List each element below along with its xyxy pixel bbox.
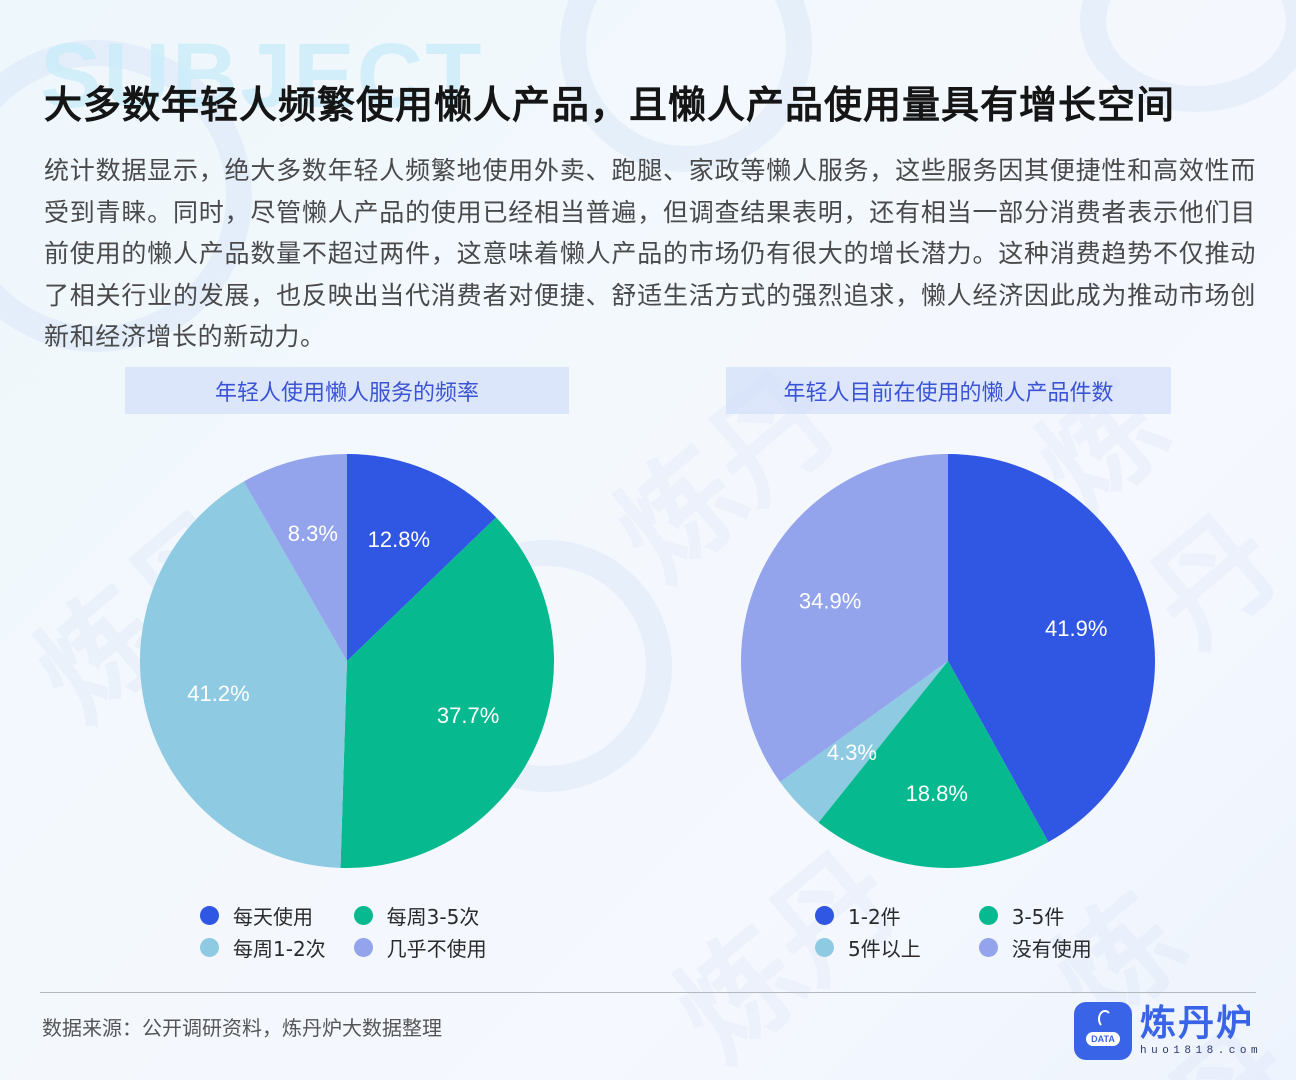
legend-label: 每天使用 <box>233 904 313 929</box>
logo-url: huo1818.com <box>1140 1044 1263 1057</box>
pie-chart-product-count: 41.9% 18.8% 4.3% 34.9% <box>741 454 1155 868</box>
legend-label: 每周1-2次 <box>233 936 326 961</box>
legend-dot-icon <box>200 937 219 957</box>
legend-item: 每天使用 <box>200 902 326 929</box>
logo-badge: DATA <box>1086 1032 1120 1046</box>
logo-name: 炼丹炉 <box>1140 1002 1255 1044</box>
footer-divider <box>40 992 1256 993</box>
chart-title-right: 年轻人目前在使用的懒人产品件数 <box>726 367 1171 414</box>
legend-right: 1-2件 3-5件 5件以上 没有使用 <box>815 902 1092 961</box>
legend-dot-icon <box>353 937 373 957</box>
legend-item: 5件以上 <box>815 934 921 961</box>
legend-dot-icon <box>978 905 998 925</box>
pie-slice <box>243 454 347 661</box>
legend-dot-icon <box>978 937 998 957</box>
chart-title-left: 年轻人使用懒人服务的频率 <box>125 367 569 414</box>
legend-item: 每周1-2次 <box>200 934 326 961</box>
legend-left: 每天使用 每周3-5次 每周1-2次 几乎不使用 <box>200 902 487 961</box>
legend-dot-icon <box>353 905 373 925</box>
legend-item: 每周3-5次 <box>353 902 487 929</box>
legend-item: 没有使用 <box>978 934 1092 961</box>
legend-dot-icon <box>815 937 834 957</box>
steam-icon <box>1098 1010 1112 1028</box>
legend-item: 3-5件 <box>978 902 1092 929</box>
pie-slice <box>818 661 1049 868</box>
legend-dot-icon <box>200 905 219 925</box>
brand-logo: DATA 炼丹炉 huo1818.com <box>1074 1002 1262 1060</box>
slice-percent-label: 4.3% <box>827 740 877 765</box>
slice-percent-label: 41.9% <box>1045 616 1107 641</box>
slice-percent-label: 34.9% <box>799 589 861 614</box>
pie-slice <box>347 454 497 661</box>
slice-percent-label: 12.8% <box>368 527 430 552</box>
slice-percent-label: 37.7% <box>437 703 499 728</box>
page-title: 大多数年轻人频繁使用懒人产品，且懒人产品使用量具有增长空间 <box>44 83 1176 127</box>
slice-percent-label: 18.8% <box>906 781 968 806</box>
pie-chart-usage-frequency: 12.8% 37.7% 41.2% 8.3% <box>140 454 554 868</box>
legend-dot-icon <box>815 905 834 925</box>
legend-item: 几乎不使用 <box>353 934 487 961</box>
legend-label: 1-2件 <box>848 904 901 929</box>
data-source-note: 数据来源：公开调研资料，炼丹炉大数据整理 <box>42 1016 442 1040</box>
legend-label: 几乎不使用 <box>386 936 487 961</box>
legend-label: 5件以上 <box>848 936 921 961</box>
cauldron-logo-icon: DATA <box>1074 1002 1132 1060</box>
pie-slice <box>140 481 347 868</box>
legend-label: 3-5件 <box>1011 904 1065 929</box>
legend-label: 每周3-5次 <box>386 904 480 929</box>
pie-slice <box>948 454 1155 843</box>
pie-slice <box>780 661 948 823</box>
pie-slice <box>741 454 948 782</box>
slice-percent-label: 41.2% <box>187 681 249 706</box>
body-paragraph: 统计数据显示，绝大多数年轻人频繁地使用外卖、跑腿、家政等懒人服务，这些服务因其便… <box>44 156 1256 351</box>
pie-slice <box>340 517 554 868</box>
legend-item: 1-2件 <box>815 902 921 929</box>
slice-percent-label: 8.3% <box>288 521 338 546</box>
legend-label: 没有使用 <box>1011 936 1092 961</box>
